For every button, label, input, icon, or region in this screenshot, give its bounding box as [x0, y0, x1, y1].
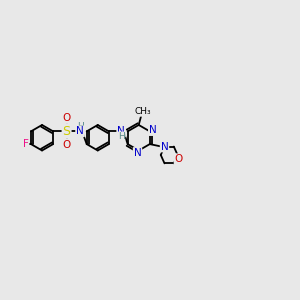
- Text: O: O: [62, 140, 71, 150]
- Text: S: S: [63, 125, 70, 138]
- Text: O: O: [62, 113, 71, 123]
- Text: F: F: [23, 139, 28, 149]
- Text: H: H: [118, 132, 124, 141]
- Text: N: N: [134, 148, 141, 158]
- Text: N: N: [149, 125, 157, 135]
- Text: N: N: [76, 126, 84, 136]
- Text: N: N: [117, 126, 125, 136]
- Text: H: H: [77, 122, 83, 131]
- Text: CH₃: CH₃: [134, 107, 151, 116]
- Text: O: O: [175, 154, 183, 164]
- Text: N: N: [160, 142, 168, 152]
